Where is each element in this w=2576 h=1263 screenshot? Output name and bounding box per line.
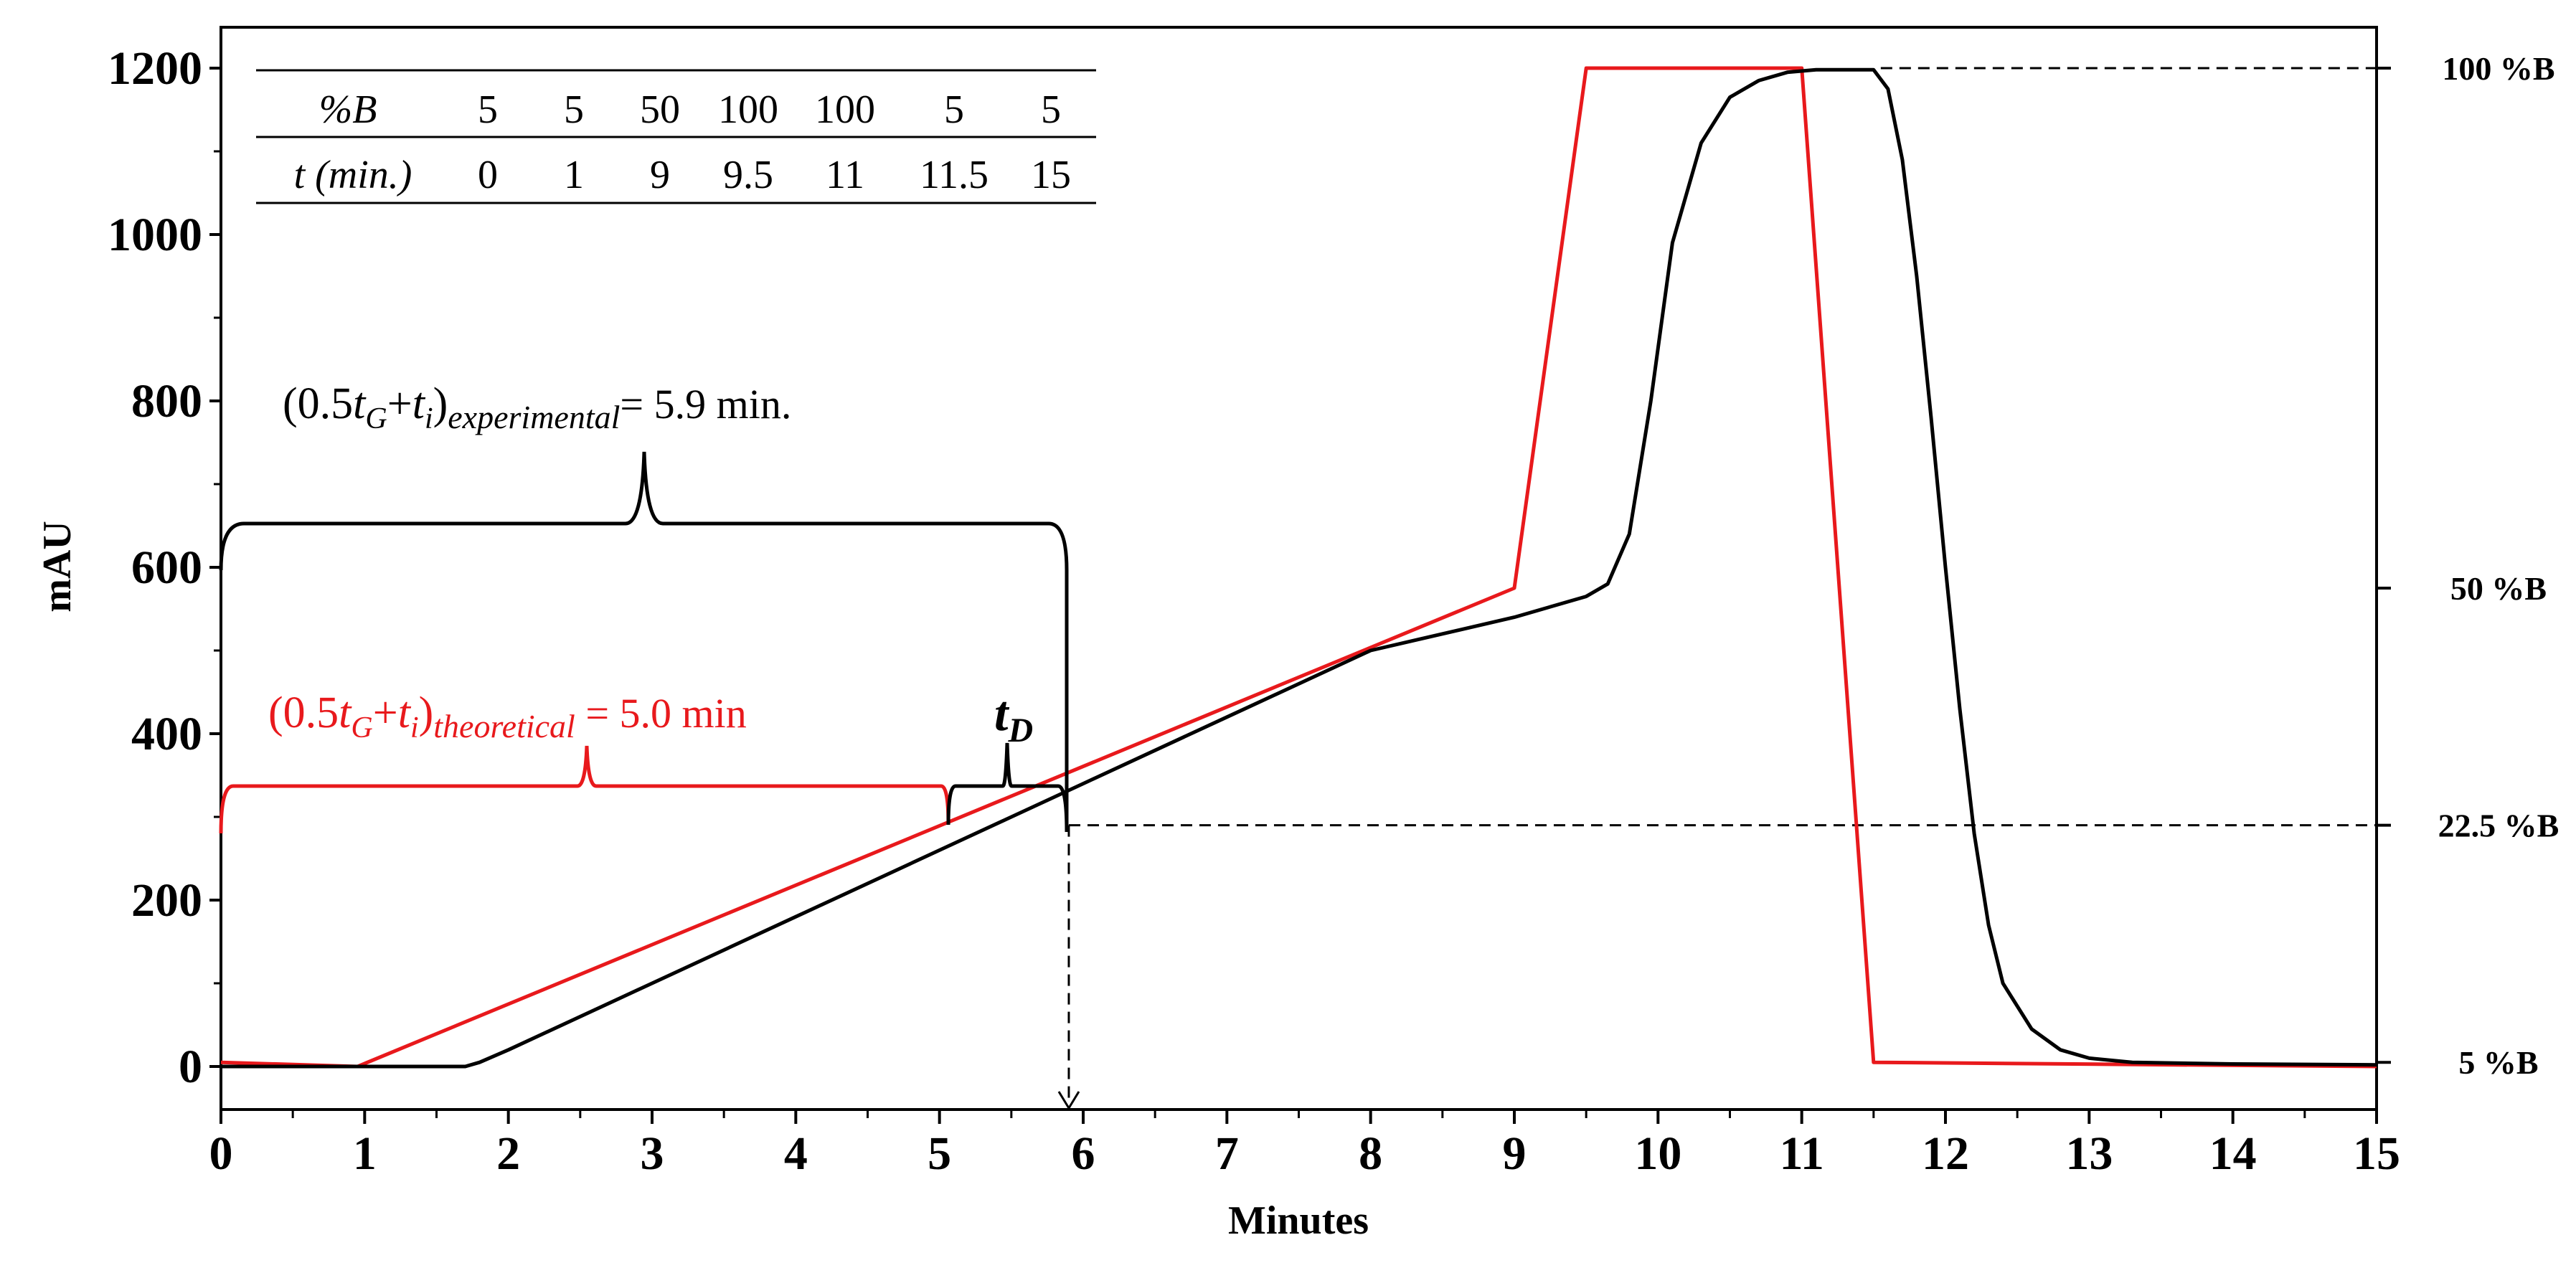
table-row1-cell: 5	[564, 87, 584, 132]
detector-series-line	[221, 67, 2377, 1069]
secondary-label: 100 %B	[2442, 50, 2554, 87]
x-tick-label: 7	[1215, 1127, 1239, 1180]
table-row2-cell: 11.5	[920, 153, 989, 197]
table-row2-cell: 11	[826, 153, 864, 197]
secondary-label: 22.5 %B	[2438, 808, 2560, 844]
reference-lines	[1057, 67, 2377, 1110]
series-group	[220, 66, 2377, 1069]
marker-arrowhead	[1057, 1091, 1080, 1110]
experimental-sub-label: experimental	[448, 399, 620, 435]
x-tick-label: 5	[928, 1127, 951, 1180]
td-annotation: tD	[946, 686, 1069, 833]
table-row2-header: t (min.)	[294, 153, 412, 197]
theoretical-label: (0.5tG+ti)theoretical = 5.0 min	[268, 689, 747, 744]
theoretical-sub-g: G	[351, 711, 372, 744]
secondary-label: 50 %B	[2450, 570, 2547, 607]
td-t: t	[994, 686, 1010, 742]
experimental-prefix: (0.5	[283, 379, 353, 428]
y-tick-label: 200	[131, 874, 202, 927]
theoretical-value: = 5.0 min	[575, 690, 747, 737]
theoretical-annotation: (0.5tG+ti)theoretical = 5.0 min	[219, 689, 950, 834]
experimental-sub-g: G	[365, 402, 387, 435]
theoretical-close: )	[419, 689, 434, 737]
gradient-table: %B t (min.) 5 5 50 100 100 5 50 1 9 9.5 11 11.5 15	[256, 69, 1096, 204]
x-tick-label: 14	[2209, 1127, 2257, 1180]
x-axis-title: Minutes	[1228, 1198, 1369, 1243]
y-tick-label: 1000	[108, 209, 202, 261]
experimental-sub-i: i	[425, 402, 433, 435]
x-tick-label: 15	[2353, 1127, 2400, 1180]
theoretical-brace	[219, 745, 950, 834]
table-row1-header: %B	[319, 87, 377, 132]
y-tick-label: 1200	[108, 42, 202, 95]
x-tick-label: 11	[1779, 1127, 1824, 1180]
theoretical-t: t	[339, 689, 352, 737]
table-row1-cell: 100	[815, 87, 875, 132]
table-row2-cell: 0	[478, 153, 498, 197]
theoretical-t2: t	[398, 689, 412, 737]
experimental-label: (0.5tG+ti)experimental= 5.9 min.	[283, 379, 791, 435]
x-tick-label: 3	[641, 1127, 664, 1180]
experimental-close: )	[433, 379, 448, 428]
y-tick-label: 0	[179, 1041, 202, 1093]
x-tick-label: 10	[1634, 1127, 1681, 1180]
experimental-t: t	[353, 379, 367, 428]
theoretical-prefix: (0.5	[268, 689, 339, 737]
theoretical-sub-i: i	[410, 711, 419, 744]
gradient-series-line	[220, 66, 2377, 1069]
theoretical-sub-label: theoretical	[433, 708, 575, 744]
y-axis-title: mAU	[35, 521, 80, 612]
table-row1-cell: 5	[1041, 87, 1061, 132]
y-tick-label: 400	[131, 708, 202, 760]
experimental-brace	[219, 451, 1069, 832]
x-tick-label: 6	[1072, 1127, 1095, 1180]
experimental-annotation: (0.5tG+ti)experimental= 5.9 min.	[219, 379, 1069, 832]
table-row1-cell: 5	[944, 87, 964, 132]
x-tick-label: 12	[1922, 1127, 1969, 1180]
td-brace	[946, 742, 1069, 833]
x-tick-label: 0	[209, 1127, 233, 1180]
table-row1-cell: 5	[478, 87, 498, 132]
table-row2-cell: 1	[564, 153, 584, 197]
experimental-value: = 5.9 min.	[620, 381, 791, 427]
axis-ticks: 0 1 2 3 4 5 6 7 8 9 10 11 12 13 14 15020040060080010001…	[108, 42, 2559, 1180]
td-label: tD	[994, 686, 1033, 749]
x-tick-label: 2	[496, 1127, 520, 1180]
x-tick-label: 8	[1359, 1127, 1382, 1180]
table-cells: 5 5 50 100 100 5 50 1 9 9.5 11 11.5 15	[478, 87, 1071, 197]
table-row1-cell: 100	[718, 87, 778, 132]
experimental-t2: t	[412, 379, 426, 428]
x-tick-label: 9	[1503, 1127, 1527, 1180]
theoretical-plus: +	[373, 689, 398, 737]
x-tick-label: 4	[784, 1127, 808, 1180]
table-row1-cell: 50	[640, 87, 680, 132]
plot-frame	[220, 26, 2378, 1111]
x-tick-label: 1	[353, 1127, 377, 1180]
y-tick-label: 600	[131, 541, 202, 594]
td-sub: D	[1007, 711, 1033, 749]
y-tick-label: 800	[131, 375, 202, 427]
secondary-label: 5 %B	[2458, 1044, 2538, 1081]
table-row2-cell: 15	[1031, 153, 1071, 197]
experimental-plus: +	[387, 379, 412, 428]
x-tick-label: 13	[2065, 1127, 2113, 1180]
table-row2-cell: 9.5	[723, 153, 773, 197]
table-row2-cell: 9	[650, 153, 670, 197]
